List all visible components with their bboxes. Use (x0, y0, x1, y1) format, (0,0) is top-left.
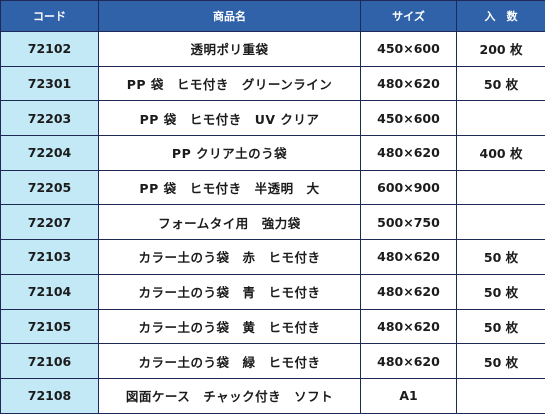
table-row: 72203 PP 袋 ヒモ付き UV クリア 450×600 (1, 101, 545, 136)
code-cell: 72103 (1, 240, 99, 275)
code-cell: 72108 (1, 378, 99, 413)
table-row: 72204 PP クリア土のう袋 480×620 400 枚 (1, 136, 545, 171)
name-cell: PP 袋 ヒモ付き UV クリア (99, 101, 361, 136)
name-cell: フォームタイ用 強力袋 (99, 205, 361, 240)
code-cell: 72106 (1, 344, 99, 379)
code-cell: 72204 (1, 136, 99, 171)
name-cell: 透明ポリ重袋 (99, 32, 361, 67)
quantity-cell: 50 枚 (457, 66, 545, 101)
name-cell: カラー土のう袋 黄 ヒモ付き (99, 309, 361, 344)
name-cell: PP クリア土のう袋 (99, 136, 361, 171)
name-cell: PP 袋 ヒモ付き グリーンライン (99, 66, 361, 101)
table-row: 72105 カラー土のう袋 黄 ヒモ付き 480×620 50 枚 (1, 309, 545, 344)
header-code: コード (1, 1, 99, 32)
size-cell: 480×620 (361, 344, 457, 379)
code-cell: 72205 (1, 170, 99, 205)
quantity-cell: 50 枚 (457, 344, 545, 379)
size-cell: 450×600 (361, 101, 457, 136)
name-cell: PP 袋 ヒモ付き 半透明 大 (99, 170, 361, 205)
quantity-cell (457, 170, 545, 205)
quantity-cell (457, 378, 545, 413)
header-row: コード 商品名 サイズ 入 数 (1, 1, 545, 32)
size-cell: 480×620 (361, 240, 457, 275)
size-cell: 600×900 (361, 170, 457, 205)
table-row: 72207 フォームタイ用 強力袋 500×750 (1, 205, 545, 240)
quantity-cell: 200 枚 (457, 32, 545, 67)
size-cell: 500×750 (361, 205, 457, 240)
name-cell: カラー土のう袋 赤 ヒモ付き (99, 240, 361, 275)
table-row: 72104 カラー土のう袋 青 ヒモ付き 480×620 50 枚 (1, 274, 545, 309)
size-cell: 480×620 (361, 66, 457, 101)
name-cell: カラー土のう袋 青 ヒモ付き (99, 274, 361, 309)
name-cell: カラー土のう袋 緑 ヒモ付き (99, 344, 361, 379)
size-cell: 450×600 (361, 32, 457, 67)
size-cell: 480×620 (361, 136, 457, 171)
quantity-cell: 400 枚 (457, 136, 545, 171)
table-row: 72205 PP 袋 ヒモ付き 半透明 大 600×900 (1, 170, 545, 205)
size-cell: 480×620 (361, 274, 457, 309)
code-cell: 72102 (1, 32, 99, 67)
code-cell: 72203 (1, 101, 99, 136)
quantity-cell: 50 枚 (457, 274, 545, 309)
quantity-cell: 50 枚 (457, 309, 545, 344)
header-name: 商品名 (99, 1, 361, 32)
size-cell: A1 (361, 378, 457, 413)
quantity-cell (457, 101, 545, 136)
name-cell: 図面ケース チャック付き ソフト (99, 378, 361, 413)
quantity-cell (457, 205, 545, 240)
header-size: サイズ (361, 1, 457, 32)
table-row: 72108 図面ケース チャック付き ソフト A1 (1, 378, 545, 413)
size-cell: 480×620 (361, 309, 457, 344)
table-row: 72301 PP 袋 ヒモ付き グリーンライン 480×620 50 枚 (1, 66, 545, 101)
code-cell: 72105 (1, 309, 99, 344)
code-cell: 72301 (1, 66, 99, 101)
table-row: 72106 カラー土のう袋 緑 ヒモ付き 480×620 50 枚 (1, 344, 545, 379)
quantity-cell: 50 枚 (457, 240, 545, 275)
header-quantity: 入 数 (457, 1, 545, 32)
code-cell: 72207 (1, 205, 99, 240)
table-row: 72103 カラー土のう袋 赤 ヒモ付き 480×620 50 枚 (1, 240, 545, 275)
code-cell: 72104 (1, 274, 99, 309)
table-row: 72102 透明ポリ重袋 450×600 200 枚 (1, 32, 545, 67)
